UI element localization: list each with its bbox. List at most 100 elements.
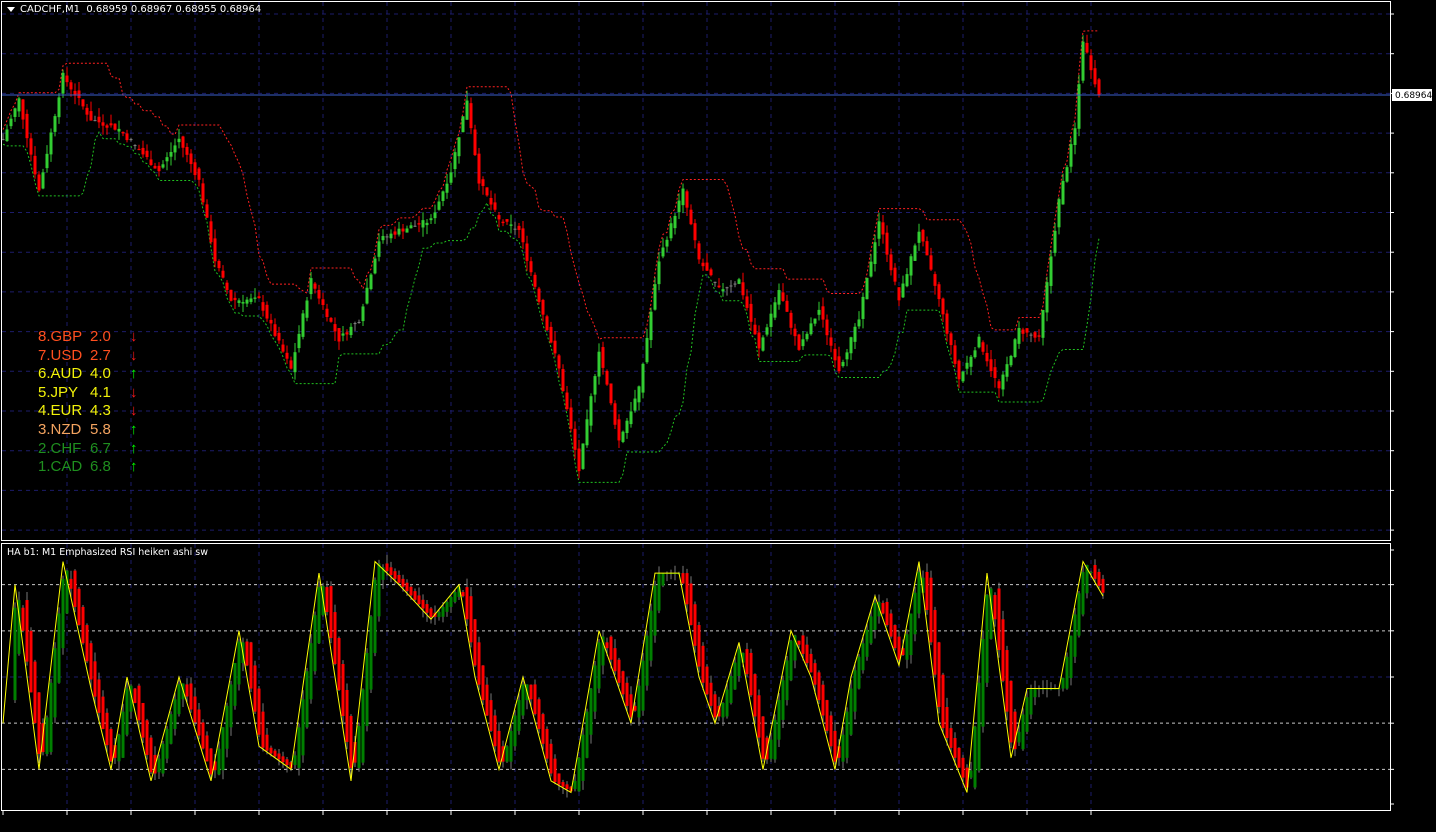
candle-body (545, 316, 549, 331)
ha-bar (1089, 571, 1093, 573)
ha-bar (93, 661, 97, 697)
candle-body (613, 403, 617, 425)
ha-bar (801, 635, 805, 654)
currency-score: 5.8 (90, 420, 111, 438)
ha-bar (257, 688, 261, 735)
candle-body (533, 274, 537, 287)
candle-body (461, 116, 465, 133)
ha-bar (521, 684, 525, 716)
candle-body (13, 108, 17, 117)
ha-bar (169, 714, 173, 744)
candle-body (849, 337, 853, 354)
candle-body (301, 313, 305, 337)
ha-bar (325, 587, 329, 613)
candle-body (721, 289, 725, 292)
ha-bar (573, 780, 577, 789)
candle-body (637, 386, 641, 403)
candle-body (265, 304, 269, 319)
ha-bar (221, 727, 225, 771)
ha-bar (561, 782, 565, 787)
ha-bar (909, 613, 913, 656)
ha-bar (453, 592, 457, 602)
candle-body (1093, 68, 1097, 85)
ha-bar (29, 630, 33, 693)
ha-bar (173, 699, 177, 729)
candle-body (473, 129, 477, 156)
ha-bar (117, 734, 121, 762)
candle-body (893, 267, 897, 282)
candle-body (225, 282, 229, 291)
ha-bar (485, 684, 489, 716)
ha-bar (145, 720, 149, 755)
ha-bar (425, 604, 429, 613)
collapse-triangle-icon[interactable] (7, 6, 15, 12)
candle-body (861, 296, 865, 319)
ha-bar (409, 586, 413, 596)
candle-body (61, 72, 65, 94)
ha-bar (65, 570, 69, 614)
candle-body (253, 297, 257, 299)
ha-bar (929, 577, 933, 643)
candle-body (9, 118, 13, 127)
ha-bar (737, 649, 741, 677)
ha-bar (641, 660, 645, 711)
candle-body (1017, 328, 1021, 344)
candle-body (377, 241, 381, 257)
candle-body (113, 123, 117, 130)
candle-body (953, 345, 957, 364)
candle-body (373, 258, 377, 274)
candle-body (705, 262, 709, 271)
ha-bar (185, 684, 189, 697)
candle-body (133, 145, 137, 147)
ha-bar (1101, 578, 1105, 593)
ha-bar (873, 602, 877, 630)
current-price-box (1392, 89, 1432, 101)
time-axis[interactable] (2, 811, 1092, 815)
candle-body (961, 371, 965, 382)
candle-body (425, 222, 429, 226)
envelope-lines (2, 30, 1100, 483)
ha-bar (985, 595, 989, 683)
candle-body (457, 137, 461, 157)
candle-body (337, 328, 341, 342)
ha-bar (177, 684, 181, 715)
ha-bar (229, 684, 233, 728)
ha-bar (349, 715, 353, 768)
candle-body (917, 231, 921, 243)
ha-bar (833, 730, 837, 762)
ha-bar (733, 662, 737, 690)
candle-body (769, 313, 773, 327)
candle-body (37, 174, 41, 191)
ha-bar (809, 653, 813, 673)
ha-bar (1021, 714, 1025, 750)
ha-bar (1061, 677, 1065, 689)
ha-bar (845, 711, 849, 758)
candle-body (589, 396, 593, 426)
ha-bar (445, 601, 449, 612)
candle-body (421, 220, 425, 228)
ha-bar (537, 699, 541, 729)
arrow-down-icon: ↓ (130, 383, 138, 401)
candle-body (1061, 180, 1065, 205)
candle-body (497, 215, 501, 220)
candle-body (865, 277, 869, 300)
ha-bar (89, 643, 93, 680)
ha-bar (741, 652, 745, 663)
ha-bar (721, 702, 725, 718)
candle-body (1029, 334, 1033, 336)
ha-bar (361, 689, 365, 763)
ha-bar (653, 585, 657, 636)
candle-body (409, 225, 413, 229)
candle-body (577, 448, 581, 472)
ha-bar (969, 770, 973, 778)
candle-body (993, 367, 997, 379)
candle-body (313, 283, 317, 289)
ha-bar (797, 640, 801, 645)
candle-body (257, 296, 261, 299)
candle-body (33, 155, 37, 175)
currency-row: 6.AUD 4.0 ↑ (38, 365, 138, 384)
ha-bar (1001, 619, 1005, 681)
ha-bar (373, 579, 377, 653)
ha-bar (505, 746, 509, 762)
